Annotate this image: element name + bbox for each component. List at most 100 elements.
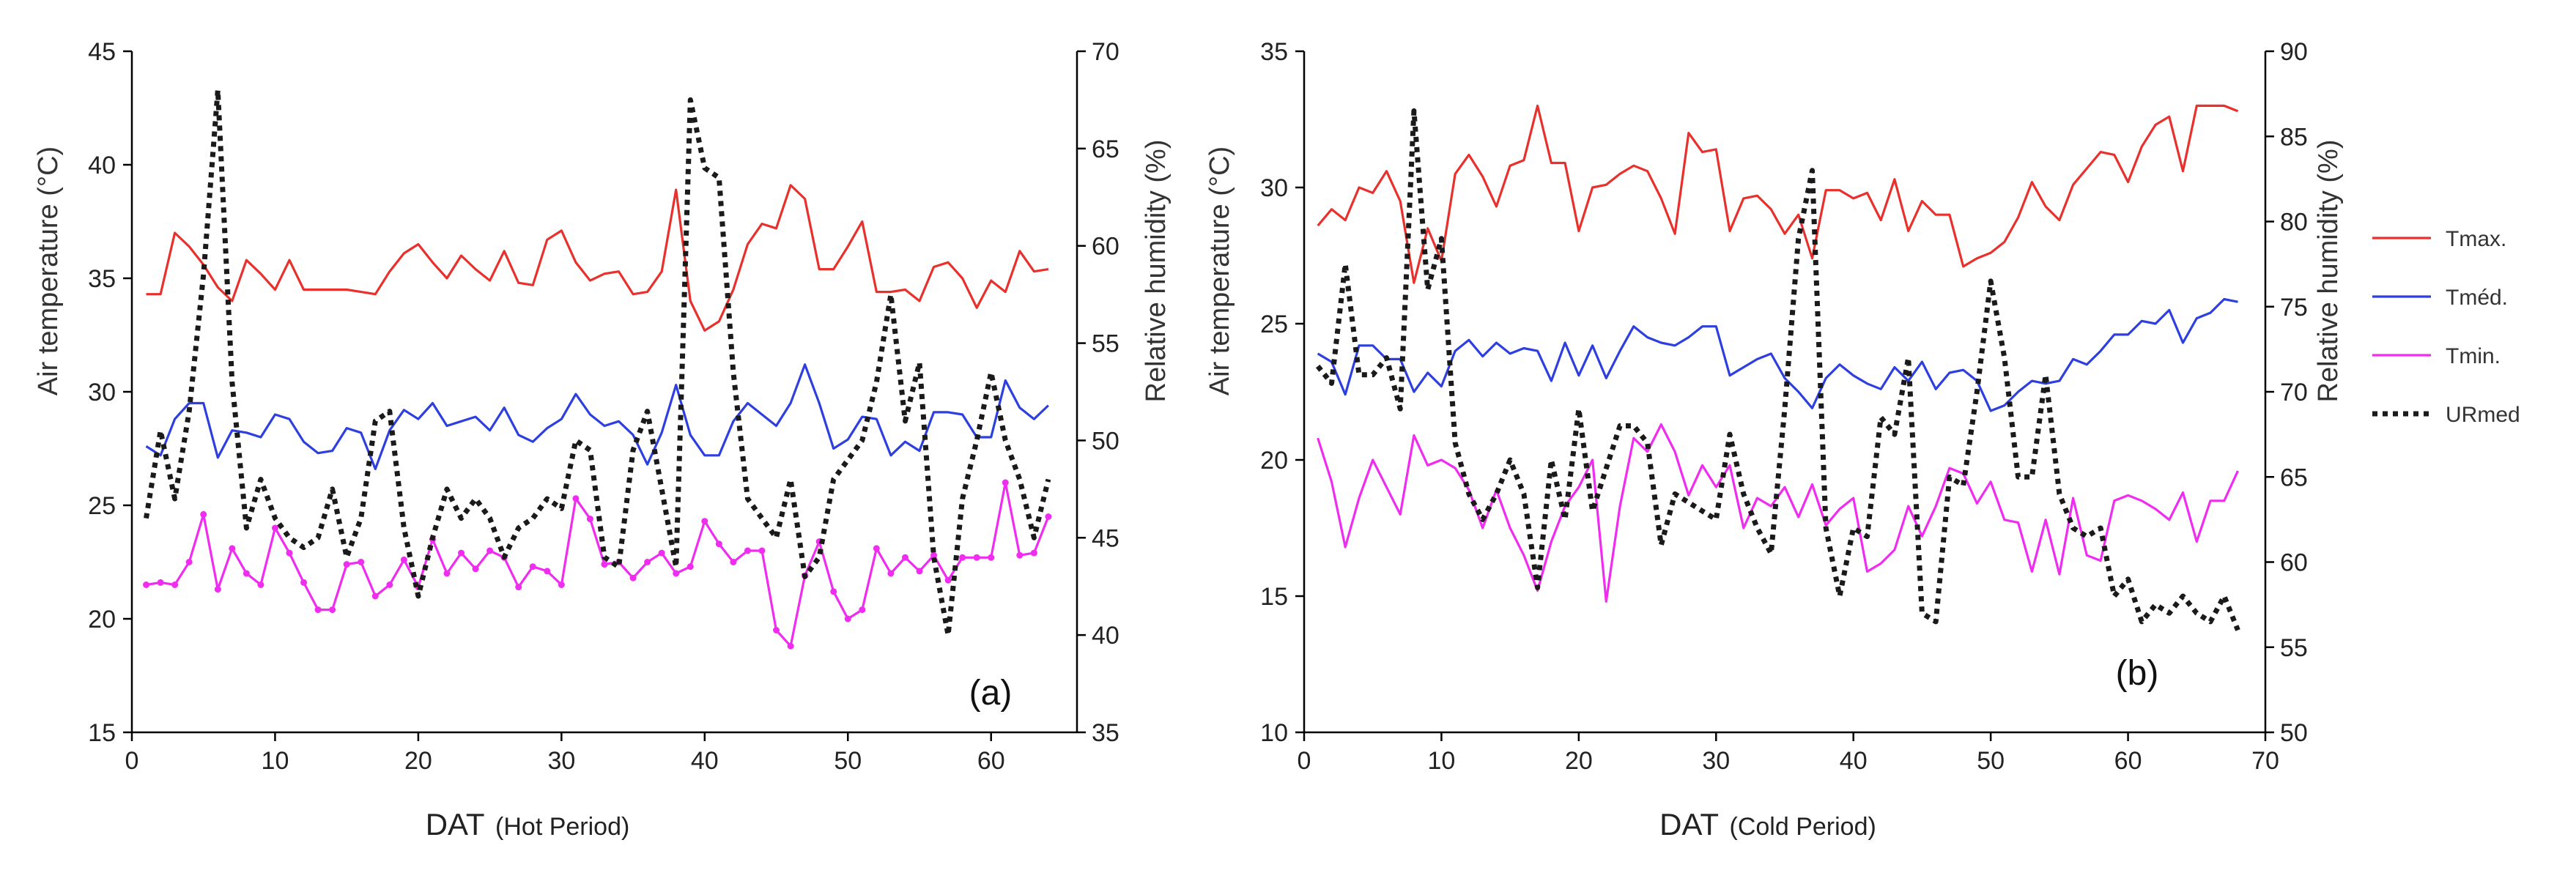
panel-a-point-tmin [773,627,780,633]
panel-a-point-tmin [185,559,193,565]
panel-a-point-tmin [300,579,308,586]
panel-a-y2label: Relative humidity (%) [1141,140,1172,403]
panel-a-point-tmin [200,510,207,518]
panel-a-point-tmin [715,540,722,548]
panel-b-y2tick-label: 85 [2280,123,2308,151]
panel-a-point-tmin [400,556,407,563]
panel-b-xtick-label: 60 [2114,747,2142,775]
panel-a-xtick-label: 20 [404,747,432,775]
panel-a-ytick-label: 20 [88,606,116,633]
legend-label-tmax: Tmax. [2446,227,2506,251]
panel-a-xtick-label: 40 [691,747,719,775]
panel-a-ticks: 15 20 25 30 35 40 45 35 40 45 50 55 60 65 70 0 10 20 30 40 5… [88,38,1119,775]
panel-a-ytick-label: 40 [88,152,116,179]
panel-a-point-tmin [515,584,522,591]
panel-b-ytick-label: 20 [1260,447,1288,475]
legend: Tmax. Tméd. Tmin. URmed [2372,227,2520,427]
panel-a-point-tmin [343,561,350,568]
panel-a-y2tick-label: 60 [1092,233,1119,261]
panel-a-y2tick-label: 70 [1092,38,1119,66]
panel-b-ytick-label: 25 [1260,311,1288,338]
panel-b-xtick-label: 20 [1565,747,1593,775]
panel-b-series-urmed [1315,108,2240,631]
panel-a-point-tmin [787,642,794,650]
panel-a-y2tick-label: 50 [1092,427,1119,455]
panel-a-point-tmin [673,570,680,577]
panel-a-xtick-label: 30 [547,747,575,775]
panel-a-point-tmin [887,570,895,577]
panel-a-point-tmin [472,565,479,573]
panel-b-ytick-label: 35 [1260,38,1288,66]
panel-a-xtick-label: 60 [977,747,1005,775]
panel-a-ytick-label: 25 [88,492,116,520]
panel-a-point-tmin [944,576,952,584]
panel-a-series-tmin [146,481,1050,647]
panel-b-y2tick-label: 90 [2280,38,2308,66]
panel-a-point-tmin [988,554,995,561]
panel-a-series-urmed [144,87,1051,638]
panel-b-ytick-label: 10 [1260,719,1288,747]
panel-b-ytick-label: 30 [1260,174,1288,202]
panel-a-y2tick-label: 65 [1092,135,1119,163]
panel-a-ytick-label: 15 [88,719,116,747]
panel-a-ytick-label: 35 [88,265,116,293]
panel-a-series [143,87,1052,650]
panel-a-y2tick-label: 40 [1092,622,1119,650]
panel-a-y2tick-label: 55 [1092,330,1119,358]
panel-a-point-tmin [143,581,150,588]
panel-a-xtick-label: 0 [125,747,139,775]
panel-a-point-tmin [844,615,851,622]
panel-a-point-tmin [686,563,694,570]
panel-a-point-tmin [973,554,980,561]
panel-a-point-tmin [1002,479,1009,486]
panel-b-series-tmax [1317,104,2239,284]
panel-b-xtick-label: 30 [1702,747,1730,775]
panel-a-ylabel: Air temperature (°C) [33,146,64,395]
panel-a-xlabel-main: DAT [426,807,485,841]
panel-b-series-tmd [1317,297,2238,412]
panel-a-point-tmin [916,568,923,575]
panel-a-xtick-label: 10 [262,747,289,775]
panel-a-point-tmin [157,579,164,586]
legend-label-urmed: URmed [2446,403,2520,427]
panel-b-xtick-label: 40 [1840,747,1868,775]
panel-b-series-tmin [1317,423,2239,603]
panel-a-point-tmin [558,581,565,588]
legend-label-tmd: Tméd. [2446,286,2508,310]
panel-hot-period: 15 20 25 30 35 40 45 35 40 45 50 55 60 65 70 0 10 20 30 40 5… [33,38,1172,841]
panel-a-point-tmin [386,581,393,588]
panel-a-point-tmin [1045,513,1052,520]
panel-a-point-tmin [171,581,179,588]
panel-a-point-tmin [658,549,665,557]
panel-b-xlabel: DAT (Cold Period) [1659,807,1876,841]
panel-a-tag: (a) [969,674,1013,713]
panel-b-y2tick-label: 75 [2280,294,2308,321]
panel-a-xtick-label: 50 [834,747,862,775]
panel-b-xlabel-suffix: (Cold Period) [1730,813,1876,841]
panel-a-point-tmin [443,570,451,577]
panel-a-point-tmin [601,561,608,568]
panel-a-axes-frame [130,51,1078,734]
panel-a-point-tmin [529,563,536,570]
panel-a-point-tmin [959,554,966,561]
panel-a-y2tick-label: 35 [1092,719,1119,747]
panel-a-xlabel-suffix: (Hot Period) [495,813,629,841]
panel-a-point-tmin [629,574,637,581]
panel-a-point-tmin [486,547,494,554]
panel-b-y2label: Relative humidity (%) [2313,140,2344,403]
panel-b-y2tick-label: 80 [2280,209,2308,237]
panel-a-point-tmin [1030,549,1037,557]
panel-a-point-tmin [873,545,880,552]
panel-a-ytick-label: 30 [88,379,116,406]
panel-b-y2tick-label: 55 [2280,634,2308,662]
panel-a-point-tmin [257,581,264,588]
panel-a-point-tmin [758,547,766,554]
panel-b-ytick-label: 15 [1260,583,1288,611]
legend-label-tmin: Tmin. [2446,344,2501,368]
panel-a-point-tmin [901,554,908,561]
panel-b-y2tick-label: 65 [2280,464,2308,491]
panel-b-xlabel-main: DAT [1659,807,1719,841]
panel-a-point-tmin [730,559,737,565]
panel-a-point-tmin [243,570,250,577]
panel-b-ticks: 10 15 20 25 30 35 50 55 60 65 70 75 80 85 90 0 10 20 30 40 5… [1260,38,2308,775]
